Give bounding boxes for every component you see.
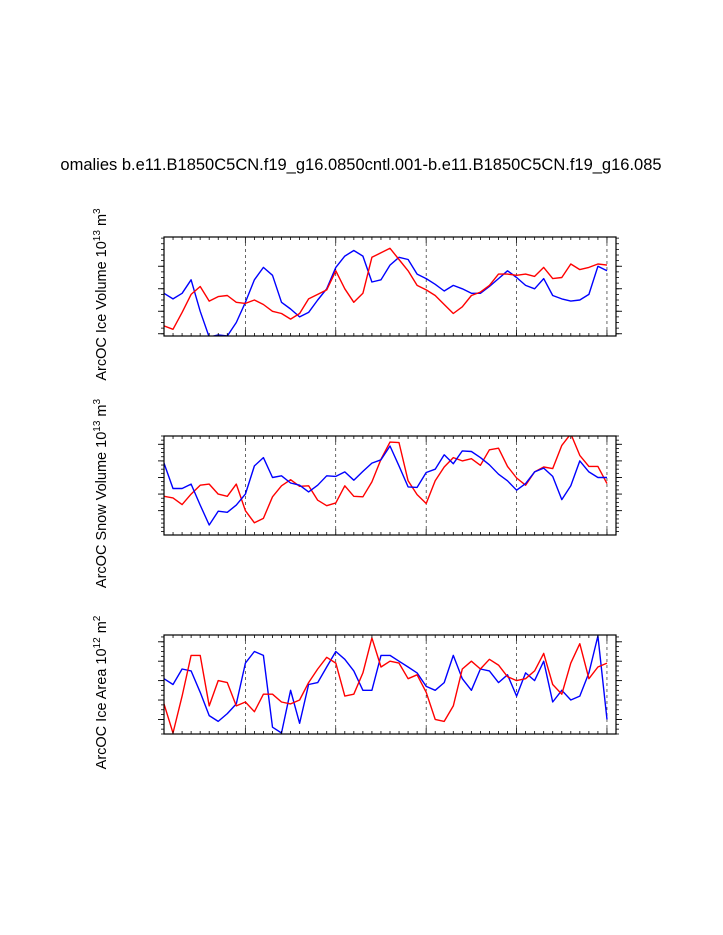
figure-title: omalies b.e11.B1850C5CN.f19_g16.0850cntl… — [60, 156, 661, 174]
series-line-red — [164, 247, 608, 330]
series-line-red — [164, 637, 608, 734]
series-line-blue — [164, 249, 608, 336]
y-axis-label-unit: m — [94, 404, 110, 420]
series-line-blue — [164, 635, 608, 734]
panel-ice-volume: ArcOC Ice Volume 1013 m3 — [92, 208, 622, 381]
y-axis-label: ArcOC Ice Area 1012 m2 — [92, 615, 110, 769]
plot-frame — [163, 435, 617, 536]
y-axis-label-text: ArcOC Ice Area 10 — [94, 648, 110, 769]
y-axis-label-unit-exp: 2 — [92, 615, 103, 621]
y-axis-label-exp: 13 — [92, 420, 103, 432]
y-axis-label-unit: m — [94, 621, 110, 637]
panel-snow-volume: ArcOC Snow Volume 1013 m3 — [92, 398, 622, 588]
y-axis-label-exp: 12 — [92, 637, 103, 649]
y-axis-label-text: ArcOC Ice Volume 10 — [94, 241, 110, 380]
y-axis-label-text: ArcOC Snow Volume 10 — [94, 432, 110, 588]
y-axis-label: ArcOC Ice Volume 1013 m3 — [92, 208, 110, 381]
y-axis-label-exp: 13 — [92, 230, 103, 242]
series-line-blue — [164, 445, 607, 526]
y-axis-label: ArcOC Snow Volume 1013 m3 — [92, 398, 110, 588]
y-axis-label-unit: m — [94, 214, 110, 230]
y-axis-label-unit-exp: 3 — [92, 398, 103, 404]
panel-ice-area: ArcOC Ice Area 1012 m2 — [92, 615, 622, 769]
y-axis-label-unit-exp: 3 — [92, 208, 103, 214]
